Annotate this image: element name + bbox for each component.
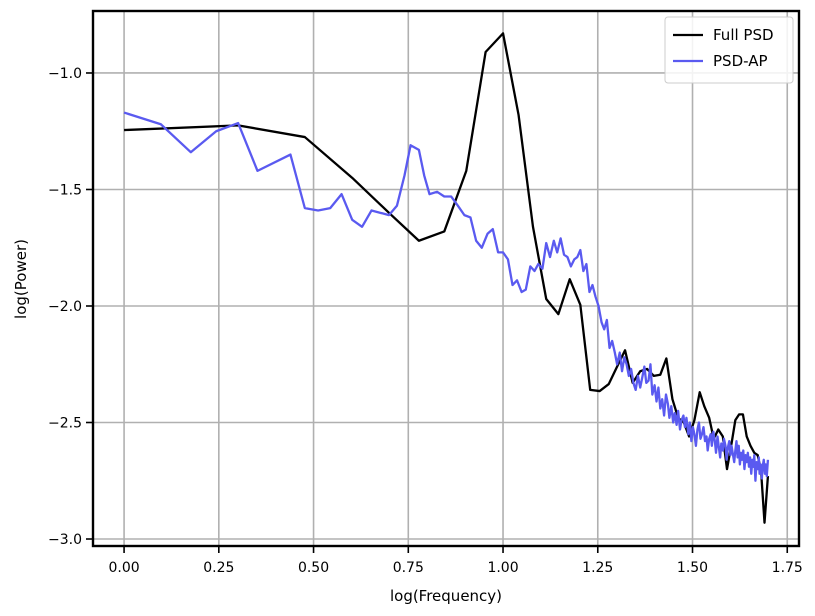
plot-frame [91, 9, 801, 548]
y-tick-label: −2.0 [48, 299, 82, 315]
legend-box [664, 16, 794, 84]
x-tick-label: 0.75 [393, 560, 424, 576]
data-line [123, 111, 770, 482]
x-tick-label: 0.00 [108, 560, 139, 576]
legend: Full PSD PSD-AP [664, 16, 794, 84]
x-axis-label: log(Frequency) [390, 587, 502, 605]
y-tick-label: −1.5 [48, 182, 82, 198]
x-tick-label: 0.50 [298, 560, 329, 576]
data-line [124, 32, 770, 524]
y-axis-label: log(Power) [12, 239, 30, 319]
x-tick-label: 1.25 [582, 560, 613, 576]
x-tick-label: 1.00 [487, 560, 518, 576]
y-tick-label: −3.0 [48, 532, 82, 548]
x-tick-label: 0.25 [203, 560, 234, 576]
legend-label: Full PSD [713, 26, 774, 44]
x-tick-label: 1.75 [772, 560, 803, 576]
legend-label: PSD-AP [713, 52, 768, 70]
y-tick-label: −1.0 [48, 66, 82, 82]
x-tick-label: 1.50 [677, 560, 708, 576]
y-tick-label: −2.5 [48, 416, 82, 432]
